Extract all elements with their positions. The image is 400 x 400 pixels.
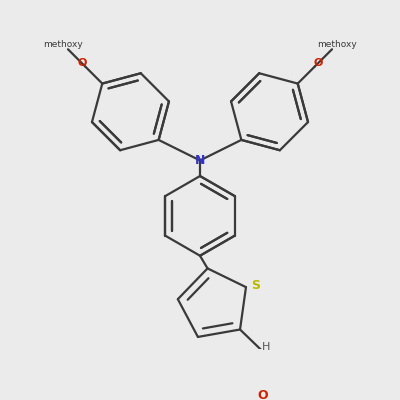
Text: O: O — [257, 388, 268, 400]
Text: H: H — [262, 342, 270, 352]
Text: S: S — [251, 279, 260, 292]
Text: methoxy: methoxy — [317, 40, 357, 49]
Text: N: N — [195, 154, 205, 167]
Text: O: O — [313, 58, 323, 68]
Text: O: O — [77, 58, 87, 68]
Text: methoxy: methoxy — [43, 40, 83, 49]
